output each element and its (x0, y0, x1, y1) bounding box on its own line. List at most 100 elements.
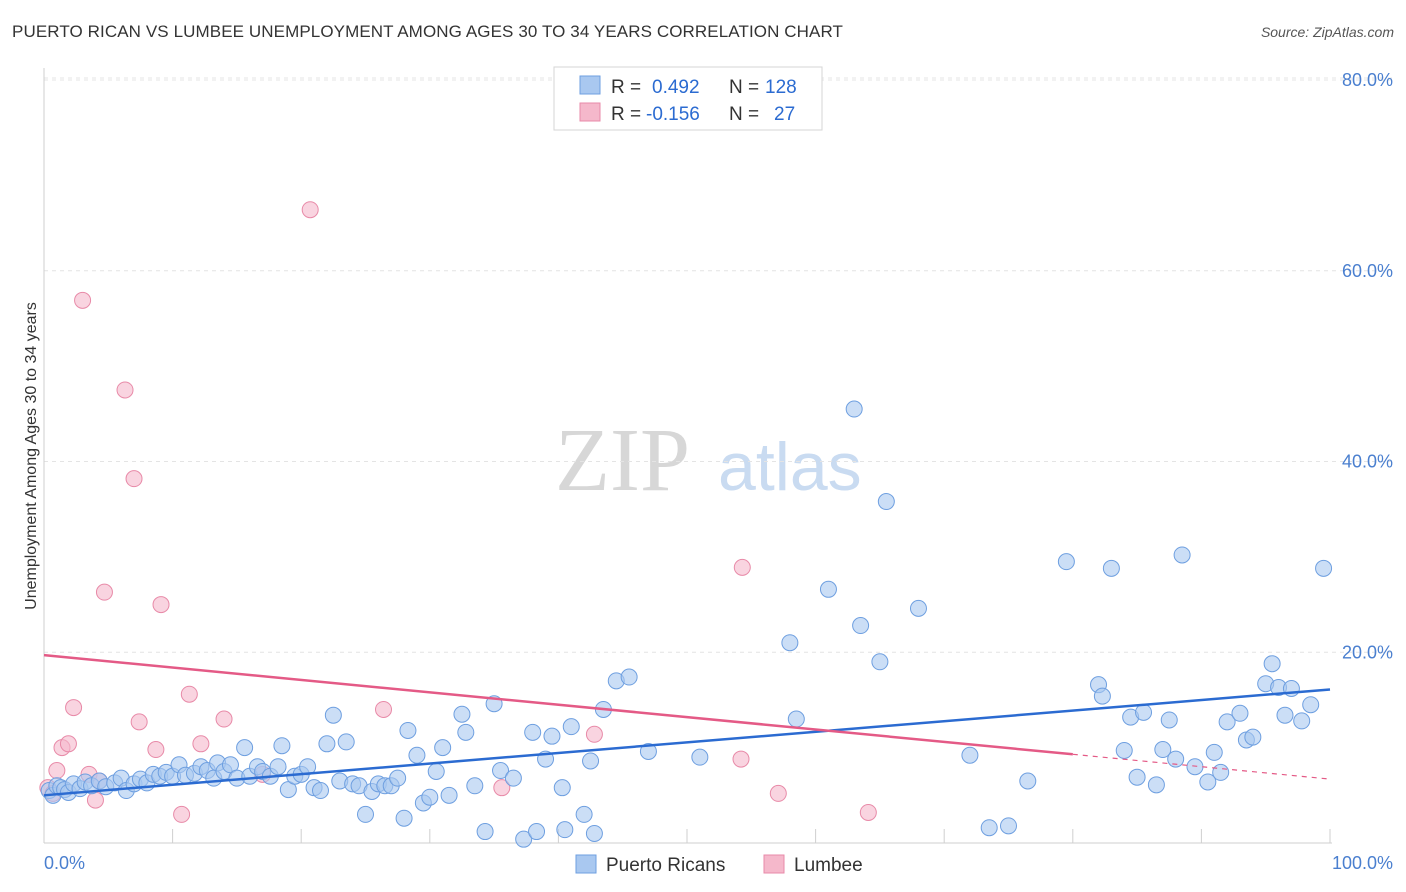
puerto-rican-point (1115, 741, 1133, 759)
puerto-rican-point (357, 805, 374, 823)
puerto-rican-point (504, 769, 522, 787)
gridlines (44, 77, 1392, 653)
puerto-rican-point (395, 809, 413, 827)
lumbee-point (59, 735, 77, 753)
puerto-rican-point (819, 580, 837, 598)
lumbee-point (585, 725, 603, 743)
legend-r-value-pr: 0.492 (652, 77, 700, 98)
puerto-rican-point (871, 653, 889, 671)
lumbee-point (769, 784, 787, 802)
puerto-rican-point (909, 599, 927, 617)
chart-title: PUERTO RICAN VS LUMBEE UNEMPLOYMENT AMON… (12, 22, 844, 41)
puerto-rican-point (1093, 687, 1111, 705)
puerto-rican-point (311, 782, 329, 800)
puerto-rican-point (434, 739, 452, 757)
puerto-rican-point (787, 710, 805, 728)
bottom-legend-swatch-lumbee (763, 854, 785, 874)
legend-n-value-lumbee: 27 (774, 104, 795, 125)
puerto-rican-point (877, 493, 895, 511)
puerto-rican-point (1128, 768, 1146, 786)
puerto-rican-point (1293, 712, 1311, 730)
puerto-rican-point (582, 752, 600, 770)
lumbee-point (375, 700, 393, 718)
puerto-rican-point (980, 819, 998, 837)
lumbee-point (733, 558, 751, 576)
lumbee-point (125, 470, 143, 488)
puerto-rican-point (961, 746, 979, 764)
puerto-rican-point (1199, 773, 1217, 791)
lumbee-point (147, 741, 165, 759)
puerto-rican-point (1276, 706, 1294, 724)
puerto-rican-point (408, 746, 426, 764)
puerto-rican-point (575, 805, 593, 823)
bottom-legend-swatch-pr (575, 854, 597, 874)
puerto-rican-point (553, 779, 571, 797)
lumbee-point (301, 201, 319, 219)
legend-swatch-pr (579, 75, 601, 95)
puerto-rican-point (691, 748, 709, 766)
puerto-rican-point (476, 823, 494, 841)
puerto-rican-trend-line (43, 688, 1331, 797)
legend-swatch-lumbee (579, 102, 601, 122)
puerto-rican-point (852, 617, 870, 635)
lumbee-point (152, 596, 170, 614)
puerto-rican-point (1000, 817, 1017, 835)
puerto-rican-point (1186, 758, 1204, 776)
lumbee-point (732, 750, 750, 768)
lumbee-point (116, 381, 134, 399)
puerto-rican-point (236, 739, 254, 757)
axes (43, 68, 1332, 844)
puerto-rican-point (492, 762, 510, 780)
puerto-rican-point (1302, 696, 1320, 714)
bottom-legend-label-pr: Puerto Ricans (606, 855, 725, 876)
lumbee-point (95, 583, 113, 601)
puerto-rican-point (1019, 772, 1037, 790)
lumbee-point (86, 791, 104, 809)
lumbee-point (493, 779, 511, 797)
puerto-rican-point (337, 733, 355, 751)
puerto-rican-point (515, 830, 533, 848)
lumbee-point (48, 762, 66, 780)
y-axis-label: Unemployment Among Ages 30 to 34 years (23, 302, 40, 610)
lumbee-point (74, 291, 92, 309)
puerto-rican-point (585, 824, 603, 842)
legend-r-label-pr: R = (611, 77, 641, 98)
lumbee-points (39, 201, 877, 823)
puerto-rican-point (845, 400, 863, 418)
puerto-rican-point (324, 706, 342, 724)
puerto-rican-point (562, 718, 580, 736)
puerto-rican-point (528, 823, 546, 841)
lumbee-trend-line-extension (1072, 753, 1331, 780)
puerto-rican-point (639, 742, 657, 760)
series-legend: Puerto Ricans Lumbee (575, 854, 863, 876)
puerto-rican-point (440, 786, 458, 804)
puerto-rican-point (273, 737, 291, 755)
puerto-rican-point (1102, 559, 1120, 577)
puerto-rican-point (1173, 546, 1191, 564)
legend-n-value-pr: 128 (765, 77, 797, 98)
y-tick-label: 60.0% (1342, 261, 1393, 281)
x-tick-label-max: 100.0% (1332, 853, 1393, 873)
watermark-zip: ZIP (555, 411, 690, 510)
y-tick-label: 40.0% (1342, 452, 1393, 472)
puerto-rican-point (453, 705, 471, 723)
legend-n-label-lumbee: N = (729, 104, 759, 125)
puerto-rican-point (1154, 741, 1172, 759)
watermark-atlas: atlas (718, 429, 862, 505)
y-tick-label: 80.0% (1342, 70, 1393, 90)
puerto-rican-point (1212, 763, 1230, 781)
bottom-legend-label-lumbee: Lumbee (794, 855, 863, 876)
lumbee-point (215, 710, 233, 728)
puerto-rican-point (1057, 553, 1075, 571)
axis-ticks: 20.0% 40.0% 60.0% 80.0% 0.0% 100.0% (43, 70, 1393, 873)
puerto-rican-point (318, 735, 336, 753)
lumbee-point (859, 803, 877, 821)
legend-n-label-pr: N = (729, 77, 759, 98)
lumbee-point (180, 685, 198, 703)
legend-r-value-lumbee: -0.156 (646, 104, 700, 125)
puerto-rican-point (1135, 703, 1153, 721)
puerto-rican-point (427, 762, 445, 780)
puerto-rican-point (1218, 713, 1236, 731)
lumbee-trend-line (43, 653, 1073, 756)
